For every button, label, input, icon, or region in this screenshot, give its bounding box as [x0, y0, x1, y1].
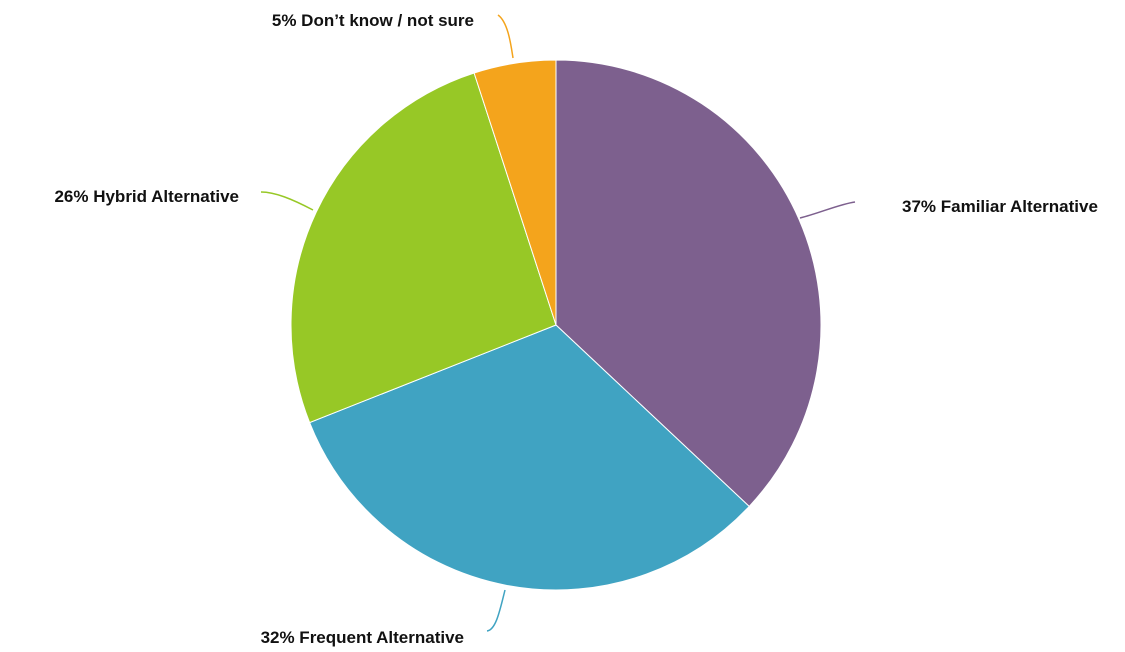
pie-slice-don-t-know-not-sure — [473, 59, 557, 326]
pie-slice-familiar-alternative — [555, 59, 822, 508]
pie-slice-frequent-alternative — [308, 324, 750, 591]
slice-label-familiar-alternative: 37% Familiar Alternative — [902, 197, 1098, 216]
slices-layer — [290, 59, 822, 591]
leader-lines-layer — [260, 14, 856, 632]
leader-line-frequent-alternative — [486, 589, 506, 632]
slice-label-frequent-alternative: 32% Frequent Alternative — [261, 628, 464, 647]
leader-line-familiar-alternative — [799, 201, 856, 219]
leader-line-hybrid-alternative — [260, 191, 314, 211]
pie-slice-hybrid-alternative — [290, 72, 557, 424]
slice-label-hybrid-alternative: 26% Hybrid Alternative — [54, 187, 239, 206]
leader-line-don-t-know-not-sure — [497, 14, 514, 59]
labels-layer: 37% Familiar Alternative 32% Frequent Alt… — [54, 11, 1097, 647]
slice-label-don-t-know-not-sure: 5% Don’t know / not sure — [272, 11, 474, 30]
